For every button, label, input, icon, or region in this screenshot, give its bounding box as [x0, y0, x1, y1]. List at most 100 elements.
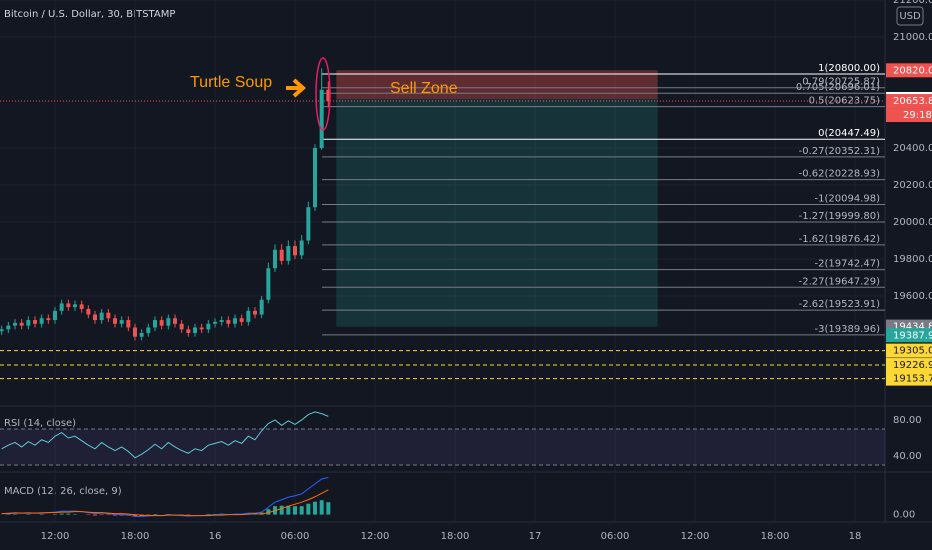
candle-body — [0, 329, 4, 332]
fib-label: -2.27(19647.29) — [799, 276, 880, 287]
candle-body — [39, 318, 44, 324]
price-label: 19434.87 — [893, 322, 932, 333]
candle-body — [99, 312, 104, 321]
candle-body — [313, 148, 317, 208]
y-tick-label: 21200.00 — [893, 0, 932, 6]
candle-body — [86, 308, 91, 315]
macd-hist — [299, 506, 304, 515]
fib-label: -2(19742.47) — [815, 259, 881, 270]
price-label: 19226.91 — [893, 360, 932, 371]
price-label-box — [886, 328, 932, 343]
candle-body — [106, 312, 111, 319]
candle-body — [179, 323, 184, 330]
candle-body — [79, 304, 84, 309]
y-tick-label: 80.00 — [893, 415, 922, 426]
y-tick-label: 20200.00 — [893, 180, 932, 191]
y-tick-label: 19800.00 — [893, 254, 932, 265]
fib-label: 1(20800.00) — [818, 63, 880, 74]
currency[interactable]: USD — [899, 11, 921, 22]
macd-hist — [279, 505, 284, 515]
candle-body — [46, 318, 51, 321]
candle-body — [173, 318, 177, 324]
candle-body — [59, 303, 64, 311]
y-tick-label: 19600.00 — [893, 291, 932, 302]
candle-body — [153, 320, 157, 328]
macd-hist — [59, 513, 64, 515]
macd-hist — [66, 513, 71, 515]
macd-hist — [313, 501, 317, 515]
price-label-box — [886, 94, 932, 109]
fib-label: -2.62(19523.91) — [799, 299, 880, 310]
price-label-box — [886, 358, 932, 373]
zone — [336, 70, 658, 99]
candle-body — [139, 333, 144, 337]
price-label: 19305.00 — [893, 346, 932, 357]
candle-body — [213, 321, 217, 324]
fib-label: -1(20094.98) — [815, 193, 881, 204]
annotation: Turtle Soup — [190, 74, 272, 91]
rsi-title: RSI (14, close) — [4, 418, 76, 429]
macd-hist — [133, 514, 137, 517]
candle-body — [219, 320, 224, 322]
candle-body — [239, 318, 244, 322]
candle-body — [319, 89, 324, 149]
candle-body — [13, 322, 17, 326]
candle-body — [266, 268, 271, 300]
fib-label: -1.62(19876.42) — [799, 234, 880, 245]
fib-label: -0.62(20228.93) — [799, 169, 880, 180]
macd-hist — [93, 514, 97, 516]
macd-hist — [319, 500, 324, 515]
macd-title: MACD (12, 26, close, 9) — [4, 486, 122, 497]
macd-hist — [293, 506, 297, 515]
fib-label: -1.27(19999.80) — [799, 211, 880, 222]
candle-body — [199, 327, 204, 330]
candle-body — [206, 323, 211, 330]
x-tick-label: 12:00 — [681, 531, 710, 542]
chart-title: Bitcoin / U.S. Dollar, 30, BITSTAMP — [4, 9, 175, 20]
price-label-box — [886, 343, 932, 358]
fib-label: 0.705(20696.01) — [796, 82, 880, 93]
arrow — [286, 78, 307, 98]
candle-body — [19, 322, 24, 326]
candle-body — [273, 249, 277, 269]
candle-body — [253, 310, 257, 315]
currency-box[interactable] — [896, 6, 924, 26]
candle-body — [113, 318, 117, 324]
candle-body — [193, 327, 197, 334]
signal-line — [1, 489, 329, 517]
price-label-box — [886, 371, 932, 386]
candle-body — [26, 320, 31, 326]
candle-body — [246, 310, 251, 322]
y-tick-label: 20000.00 — [893, 217, 932, 228]
candle-body — [119, 320, 124, 324]
candle-body — [226, 320, 231, 324]
candle-body — [293, 246, 297, 256]
macd-hist — [266, 509, 271, 515]
candle-body — [286, 246, 291, 261]
macd-hist — [326, 502, 331, 515]
candle-body — [66, 303, 71, 308]
y-tick-label: 21000.00 — [893, 32, 932, 43]
rsi-line — [1, 411, 329, 459]
candle-body — [259, 299, 264, 315]
candle-body — [146, 327, 151, 334]
y-tick-label: 40.00 — [893, 451, 922, 462]
zone — [336, 98, 658, 327]
x-tick-label: 18:00 — [121, 531, 150, 542]
candle-body — [166, 318, 171, 326]
x-tick-label: 12:00 — [361, 531, 390, 542]
x-tick-label: 12:00 — [41, 531, 70, 542]
fib-label: 0(20447.49) — [818, 128, 880, 139]
candle-body — [186, 329, 191, 334]
x-tick-label: 18:00 — [441, 531, 470, 542]
candle-body — [73, 304, 77, 308]
y-tick-label: 20400.00 — [893, 143, 932, 154]
price-label: 20653.89 — [893, 96, 932, 107]
fib-label: -0.27(20352.31) — [799, 146, 880, 157]
fib-label: 0.79(20725.87) — [802, 77, 880, 88]
candle-body — [233, 318, 237, 324]
candle-body — [279, 249, 284, 261]
macd-hist — [286, 505, 291, 515]
price-label: 19153.74 — [893, 374, 932, 385]
